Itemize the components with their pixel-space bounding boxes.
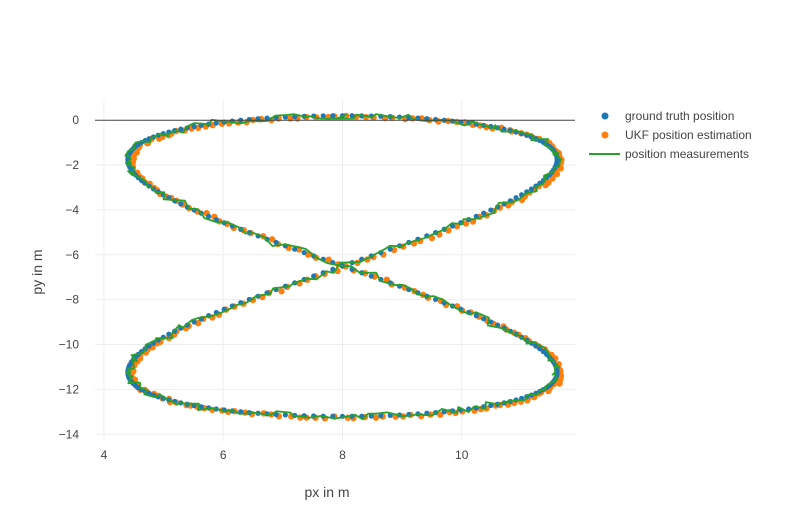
y-tick-label: 0 — [72, 113, 79, 127]
legend-item-ground-truth[interactable]: ground truth position — [601, 109, 735, 123]
ground-truth-point — [473, 313, 479, 319]
ukf-point — [453, 223, 461, 230]
ground-truth-point — [282, 412, 288, 418]
ground-truth-point — [378, 413, 384, 419]
ground-truth-point — [320, 113, 326, 119]
ground-truth-point — [513, 195, 519, 201]
x-tick-label: 6 — [220, 448, 227, 462]
ground-truth-point — [166, 331, 172, 337]
legend-marker-ground-truth — [601, 112, 609, 120]
ukf-point — [437, 411, 444, 418]
ground-truth-point — [191, 319, 197, 325]
ground-truth-point — [488, 207, 494, 213]
ukf-point — [445, 227, 452, 234]
ground-truth-point — [206, 213, 212, 219]
y-tick-label: −4 — [65, 203, 79, 217]
ground-truth-point — [481, 210, 487, 216]
ground-truth-point — [481, 316, 487, 322]
y-tick-label: −8 — [65, 293, 79, 307]
y-axis-title: py in m — [29, 249, 45, 294]
ground-truth-point — [178, 201, 184, 207]
ground-truth-point — [311, 273, 317, 279]
y-tick-label: −12 — [59, 382, 80, 396]
ground-truth-point — [198, 404, 204, 410]
ground-truth-point — [330, 113, 336, 119]
legend-label-ground-truth: ground truth position — [625, 109, 734, 123]
ground-truth-point — [213, 120, 219, 126]
ground-truth-point — [540, 349, 547, 355]
ukf-point — [278, 288, 285, 295]
ukf-point — [553, 170, 561, 178]
ground-truth-point — [301, 249, 307, 256]
y-tick-label: −10 — [59, 338, 80, 352]
x-tick-label: 4 — [101, 448, 108, 462]
legend-label-measurements: position measurements — [625, 147, 749, 161]
x-tick-label: 8 — [339, 448, 346, 462]
ground-truth-point — [264, 115, 270, 121]
ground-truth-point — [178, 126, 184, 132]
grid-layer — [95, 100, 575, 441]
y-tick-label: −14 — [59, 427, 80, 441]
data-layer — [124, 112, 565, 422]
legend-item-ukf-estimation[interactable]: UKF position estimation — [601, 128, 752, 142]
legend-label-ukf-estimation: UKF position estimation — [625, 128, 752, 142]
ground-truth-point — [191, 123, 197, 130]
ground-truth-point — [368, 273, 374, 279]
legend-marker-ukf-estimation — [601, 131, 609, 139]
ground-truth-point — [349, 113, 355, 119]
ground-truth-point — [368, 413, 374, 419]
axes-layer: 4 6 8 10 0 −2 −4 −6 −8 −10 −12 −14 — [59, 113, 575, 462]
legend[interactable]: ground truth position UKF position estim… — [589, 109, 752, 161]
ukf-point — [325, 256, 332, 263]
ground-truth-point — [273, 239, 279, 246]
ground-truth-point — [488, 402, 494, 409]
ground-truth-point — [488, 319, 494, 325]
x-axis-title: px in m — [304, 484, 349, 500]
y-tick-label: −6 — [65, 248, 79, 262]
measurement-line — [124, 113, 563, 421]
ground-truth-point — [537, 346, 543, 352]
y-tick-label: −2 — [65, 158, 79, 172]
x-tick-label: 10 — [455, 448, 469, 462]
legend-item-measurements[interactable]: position measurements — [589, 147, 749, 161]
ukf-point — [372, 414, 380, 421]
ground-truth-point — [528, 186, 535, 192]
ground-truth-point — [292, 246, 298, 252]
ukf-point — [269, 236, 276, 243]
ground-truth-point — [501, 126, 507, 132]
ground-truth-point — [387, 246, 393, 252]
